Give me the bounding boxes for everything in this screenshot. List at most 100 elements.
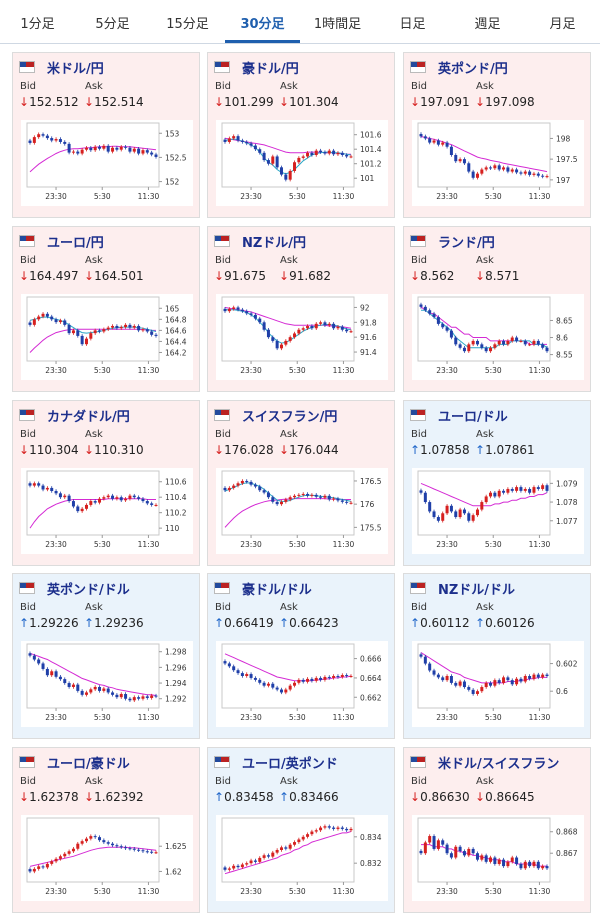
tab-0[interactable]: 1分足 — [20, 17, 55, 32]
pair-name[interactable]: 豪ドル/円 — [242, 61, 299, 77]
tab-7[interactable]: 月足 — [549, 17, 576, 32]
candlestick-chart[interactable]: 176.5 176 175.5 23:30 5:30 11:30 — [216, 468, 388, 554]
candle-body — [89, 333, 93, 339]
candlestick-chart[interactable]: 0.602 0.6 23:30 5:30 11:30 — [412, 641, 584, 727]
pair-card[interactable]: ユーロ/英ポンド Bid Ask ↑0.83458 ↑0.83466 0.834 0.832… — [207, 747, 395, 913]
pair-card[interactable]: 英ポンド/ドル Bid Ask ↑1.29226 ↑1.29236 1.298 1.296 1… — [12, 573, 200, 739]
pair-name[interactable]: ランド/円 — [438, 235, 495, 251]
tab-2[interactable]: 15分足 — [166, 17, 209, 32]
candle-body — [253, 314, 257, 319]
candle-body — [119, 694, 123, 698]
tab-3[interactable]: 30分足 — [225, 0, 300, 43]
candlestick-chart[interactable]: 8.65 8.6 8.55 23:30 5:30 11:30 — [412, 294, 584, 380]
pair-name[interactable]: カナダドル/円 — [47, 409, 130, 425]
candle-body — [462, 347, 466, 352]
card-title[interactable]: 英ポンド/円 — [410, 59, 508, 77]
candle-body — [132, 848, 136, 850]
candle-body — [462, 159, 466, 164]
card-title[interactable]: NZドル/ドル — [410, 580, 516, 598]
pair-name[interactable]: 英ポンド/円 — [438, 61, 508, 77]
candle-body — [28, 140, 32, 143]
pair-card[interactable]: ユーロ/円 Bid Ask ↓164.497 ↓164.501 165 164.8 164.6… — [12, 226, 200, 392]
candle-body — [314, 494, 318, 497]
card-title[interactable]: 米ドル/スイスフラン — [410, 754, 560, 772]
candlestick-chart[interactable]: 1.298 1.296 1.294 1.292 23:30 5:30 11:30 — [21, 641, 193, 727]
pair-card[interactable]: ユーロ/ドル Bid Ask ↑1.07858 ↑1.07861 1.079 1.078 1.… — [403, 400, 591, 566]
tab-6[interactable]: 週足 — [474, 17, 501, 32]
pair-name[interactable]: ユーロ/豪ドル — [47, 756, 130, 772]
pair-name[interactable]: 英ポンド/ドル — [47, 582, 130, 598]
candle-body — [93, 146, 97, 151]
candlestick-chart[interactable]: 0.834 0.832 23:30 5:30 11:30 — [216, 815, 388, 901]
pair-name[interactable]: ユーロ/ドル — [438, 409, 508, 425]
up-arrow-icon: ↑ — [279, 616, 290, 630]
pair-card[interactable]: NZドル/ドル Bid Ask ↑0.60112 ↑0.60126 0.602 0.6 23:… — [403, 573, 591, 739]
pair-name[interactable]: ユーロ/円 — [47, 235, 104, 251]
candle-body — [41, 313, 45, 317]
candle-body — [471, 515, 475, 521]
pair-card[interactable]: 英ポンド/円 Bid Ask ↓197.091 ↓197.098 198 197.5 197 2… — [403, 52, 591, 218]
candle-body — [545, 866, 549, 869]
candlestick-chart[interactable]: 92 91.8 91.6 91.4 23:30 5:30 11:30 — [216, 294, 388, 380]
pair-card[interactable]: ランド/円 Bid Ask ↓8.562 ↓8.571 8.65 8.6 8.55 23:30 5… — [403, 226, 591, 392]
pair-card[interactable]: 米ドル/円 Bid Ask ↓152.512 ↓152.514 153 152.5 152 23… — [12, 52, 200, 218]
card-title[interactable]: カナダドル/円 — [19, 407, 130, 425]
candlestick-chart[interactable]: 153 152.5 152 23:30 5:30 11:30 — [21, 120, 193, 206]
tab-1[interactable]: 5分足 — [95, 17, 130, 32]
y-tick-label: 165 — [165, 304, 180, 313]
candle-body — [28, 483, 32, 486]
candlestick-chart[interactable]: 101.6 101.4 101.2 101 23:30 5:30 11:30 — [216, 120, 388, 206]
candle-body — [124, 847, 128, 849]
currency-flag-icon — [214, 409, 230, 421]
card-title[interactable]: ユーロ/円 — [19, 233, 104, 251]
pair-card[interactable]: 豪ドル/円 Bid Ask ↓101.299 ↓101.304 101.6 101.4 101… — [207, 52, 395, 218]
card-title[interactable]: NZドル/円 — [214, 233, 307, 251]
pair-name[interactable]: ユーロ/英ポンド — [242, 756, 338, 772]
candle-body — [288, 685, 292, 690]
pair-card[interactable]: スイスフラン/円 Bid Ask ↓176.028 ↓176.044 176.5 176 17… — [207, 400, 395, 566]
card-title[interactable]: 英ポンド/ドル — [19, 580, 130, 598]
candle-body — [266, 329, 270, 338]
pair-name[interactable]: NZドル/円 — [242, 235, 307, 251]
pair-card[interactable]: NZドル/円 Bid Ask ↓91.675 ↓91.682 92 91.8 91.6 91.4… — [207, 226, 395, 392]
up-arrow-icon: ↑ — [279, 790, 290, 804]
chart-svg: 1.298 1.296 1.294 1.292 23:30 5:30 11:30 — [26, 643, 187, 722]
candle-body — [475, 173, 479, 178]
pair-card[interactable]: 豪ドル/ドル Bid Ask ↑0.66419 ↑0.66423 0.666 0.664 0.… — [207, 573, 395, 739]
pair-name[interactable]: 米ドル/円 — [47, 61, 104, 77]
candlestick-chart[interactable]: 198 197.5 197 23:30 5:30 11:30 — [412, 120, 584, 206]
ma-long-line — [29, 652, 157, 697]
up-arrow-icon: ↑ — [475, 443, 486, 457]
card-title[interactable]: 豪ドル/円 — [214, 59, 299, 77]
card-title[interactable]: ユーロ/英ポンド — [214, 754, 338, 772]
card-title[interactable]: ユーロ/豪ドル — [19, 754, 130, 772]
pair-name[interactable]: 米ドル/スイスフラン — [438, 756, 560, 772]
tab-5[interactable]: 日足 — [399, 17, 426, 32]
pair-card[interactable]: 米ドル/スイスフラン Bid Ask ↓0.86630 ↓0.86645 0.868 0.8… — [403, 747, 591, 913]
card-title[interactable]: 米ドル/円 — [19, 59, 104, 77]
card-title[interactable]: スイスフラン/円 — [214, 407, 338, 425]
card-title[interactable]: ユーロ/ドル — [410, 407, 508, 425]
candle-body — [76, 330, 80, 336]
pair-card[interactable]: ユーロ/豪ドル Bid Ask ↓1.62378 ↓1.62392 1.625 1.62 23… — [12, 747, 200, 913]
card-title[interactable]: 豪ドル/ドル — [214, 580, 312, 598]
candlestick-chart[interactable]: 1.079 1.078 1.077 23:30 5:30 11:30 — [412, 468, 584, 554]
candle-body — [275, 501, 279, 505]
timeframe-tabs: 1分足 5分足 15分足 30分足 1時間足 日足 週足 月足 — [0, 0, 600, 44]
candlestick-chart[interactable]: 1.625 1.62 23:30 5:30 11:30 — [21, 815, 193, 901]
card-title[interactable]: ランド/円 — [410, 233, 495, 251]
pair-card[interactable]: カナダドル/円 Bid Ask ↓110.304 ↓110.310 110.6 110.4 1… — [12, 400, 200, 566]
pair-name[interactable]: スイスフラン/円 — [242, 409, 338, 425]
candle-body — [441, 323, 445, 328]
candlestick-chart[interactable]: 165 164.8 164.6 164.4 164.2 23:30 5:30 11:30 — [21, 294, 193, 380]
candle-body — [545, 347, 549, 352]
candle-body — [428, 663, 432, 671]
tab-4[interactable]: 1時間足 — [313, 17, 362, 32]
ask-label: Ask — [476, 602, 494, 613]
candle-body — [340, 500, 344, 502]
pair-name[interactable]: NZドル/ドル — [438, 582, 516, 598]
candlestick-chart[interactable]: 0.666 0.664 0.662 23:30 5:30 11:30 — [216, 641, 388, 727]
candlestick-chart[interactable]: 0.868 0.867 23:30 5:30 11:30 — [412, 815, 584, 901]
pair-name[interactable]: 豪ドル/ドル — [242, 582, 312, 598]
candlestick-chart[interactable]: 110.6 110.4 110.2 110 23:30 5:30 11:30 — [21, 468, 193, 554]
